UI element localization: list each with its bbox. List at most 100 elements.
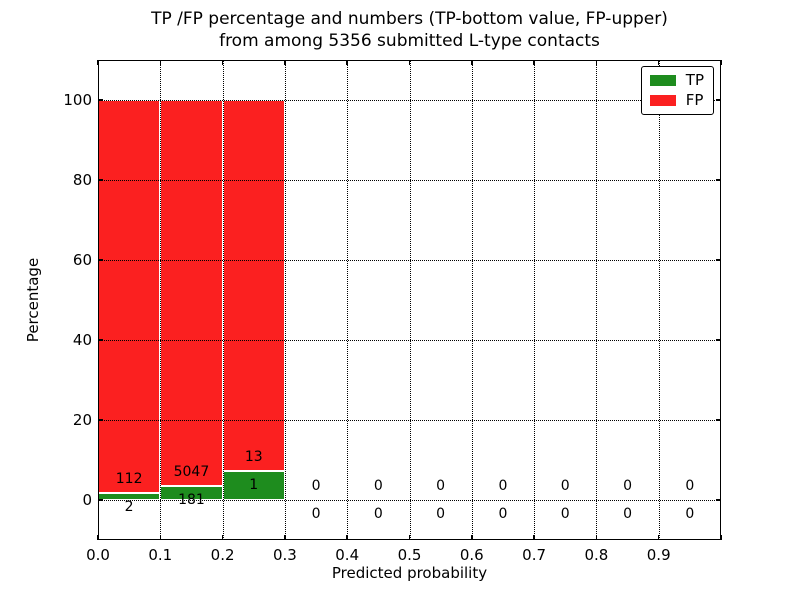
- x-tick-mark: [720, 60, 722, 65]
- y-tick-mark: [98, 339, 103, 341]
- y-tick-label: 40: [72, 331, 92, 349]
- y-tick-mark: [716, 419, 721, 421]
- x-tick-label: 0.9: [646, 546, 671, 564]
- bar-count-label-fp: 0: [373, 478, 383, 494]
- bar-segment-fp: [222, 100, 285, 472]
- bar-count-label-fp: 0: [498, 478, 508, 494]
- x-tick-mark: [657, 535, 660, 540]
- x-tick-label: 0.4: [335, 546, 360, 564]
- legend-swatch-fp-icon: [649, 95, 676, 106]
- x-axis-label: Predicted probability: [331, 564, 488, 582]
- gridline-horizontal: [98, 100, 721, 101]
- gridline-horizontal: [98, 180, 721, 181]
- x-tick-mark: [657, 60, 660, 65]
- bar-count-label-tp: 0: [436, 506, 446, 522]
- y-tick-mark: [98, 179, 103, 181]
- x-tick-label: 0.7: [522, 546, 547, 564]
- x-tick-mark: [284, 60, 286, 65]
- x-tick-mark: [346, 535, 348, 540]
- x-tick-mark: [346, 60, 348, 65]
- y-tick-label: 80: [72, 171, 92, 189]
- y-tick-mark: [716, 259, 721, 261]
- x-tick-mark: [471, 60, 473, 65]
- x-tick-label: 0.0: [86, 546, 110, 564]
- x-tick-mark: [595, 535, 598, 540]
- y-tick-mark: [716, 339, 721, 341]
- x-tick-label: 0.5: [397, 546, 422, 564]
- bar-count-label-tp: 0: [623, 506, 633, 522]
- legend-label-tp: TP: [685, 71, 704, 89]
- y-tick-label: 20: [72, 411, 92, 429]
- x-tick-mark: [159, 535, 162, 540]
- x-tick-label: 0.2: [210, 546, 235, 564]
- gridline-vertical: [596, 60, 598, 540]
- y-tick-mark: [98, 259, 103, 261]
- x-tick-mark: [284, 535, 286, 540]
- gridline-vertical: [347, 60, 349, 540]
- legend-label-fp: FP: [685, 91, 704, 109]
- bar-segment-tp: [222, 471, 285, 500]
- bar-count-label-fp: 112: [115, 470, 143, 487]
- bar-count-label-fp: 0: [623, 478, 633, 494]
- x-tick-mark: [533, 60, 535, 65]
- x-tick-mark: [533, 535, 535, 540]
- x-tick-mark: [408, 60, 411, 65]
- bar-count-label-tp: 1: [249, 477, 259, 494]
- x-tick-mark: [720, 535, 722, 540]
- gridline-vertical: [160, 60, 162, 540]
- bar-count-label-fp: 0: [685, 478, 695, 494]
- bar-count-label-fp: 13: [244, 449, 263, 466]
- x-tick-mark: [221, 535, 224, 540]
- x-tick-label: 0.6: [459, 546, 484, 564]
- gridline-vertical: [284, 60, 286, 540]
- y-tick-mark: [716, 99, 721, 101]
- bar-count-label-fp: 0: [311, 478, 321, 494]
- legend: TP FP: [640, 66, 714, 115]
- x-tick-mark: [97, 535, 99, 540]
- bar-count-label-tp: 0: [685, 506, 695, 522]
- y-tick-mark: [98, 99, 103, 101]
- y-tick-label: 60: [72, 251, 92, 269]
- gridline-horizontal: [98, 260, 721, 261]
- gridline-horizontal: [98, 420, 721, 421]
- legend-item-fp: FP: [649, 91, 704, 109]
- y-tick-mark: [98, 419, 103, 421]
- x-tick-mark: [595, 60, 598, 65]
- chart-title-line1: TP /FP percentage and numbers (TP-bottom…: [151, 9, 668, 29]
- x-tick-mark: [97, 60, 99, 65]
- bar-count-label-fp: 5047: [173, 464, 210, 481]
- x-tick-label: 0.8: [584, 546, 609, 564]
- x-tick-mark: [408, 535, 411, 540]
- bar-count-label-tp: 2: [124, 498, 134, 515]
- x-tick-label: 0.1: [148, 546, 173, 564]
- x-tick-mark: [221, 60, 224, 65]
- bar-count-label-tp: 181: [178, 492, 205, 509]
- gridline-vertical: [534, 60, 536, 540]
- bar-count-label-tp: 0: [498, 506, 508, 522]
- gridline-vertical: [471, 60, 473, 540]
- bar-count-label-tp: 0: [311, 506, 321, 522]
- bar-count-label-fp: 0: [560, 478, 570, 494]
- bar-count-label-fp: 0: [436, 478, 446, 494]
- chart-title: TP /FP percentage and numbers (TP-bottom…: [98, 8, 721, 52]
- bar-segment-fp: [98, 100, 161, 493]
- y-tick-label: 100: [63, 91, 92, 109]
- gridline-horizontal: [98, 500, 721, 501]
- bar-count-label-tp: 0: [560, 506, 570, 522]
- gridline-horizontal: [98, 340, 721, 341]
- gridline-vertical: [658, 60, 660, 540]
- y-tick-mark: [716, 179, 721, 181]
- x-tick-mark: [471, 535, 473, 540]
- y-tick-mark: [716, 499, 721, 501]
- y-tick-label: 0: [82, 491, 92, 509]
- gridline-vertical: [409, 60, 411, 540]
- gridline-vertical: [222, 60, 224, 540]
- x-tick-label: 0.3: [272, 546, 297, 564]
- bar-segment-fp: [160, 100, 223, 487]
- legend-swatch-tp-icon: [649, 75, 676, 86]
- chart-title-line2: from among 5356 submitted L-type contact…: [219, 31, 600, 51]
- x-tick-mark: [159, 60, 162, 65]
- bar-count-label-tp: 0: [373, 506, 383, 522]
- y-axis-label: Percentage: [24, 257, 42, 343]
